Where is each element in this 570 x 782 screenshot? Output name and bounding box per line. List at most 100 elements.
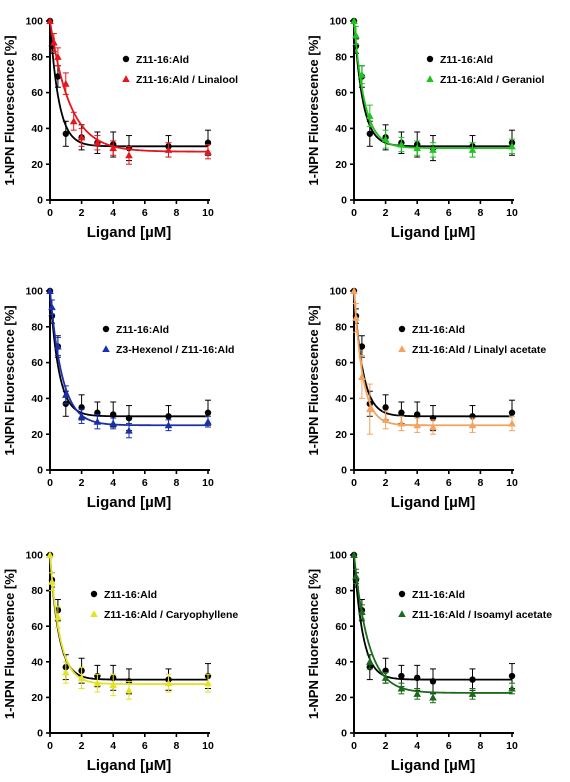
y-tick-label: 20 xyxy=(335,159,347,171)
legend-marker xyxy=(122,55,130,63)
data-point xyxy=(508,409,516,416)
data-point xyxy=(165,413,172,420)
y-tick-label: 0 xyxy=(37,195,43,207)
data-point xyxy=(429,423,437,431)
y-tick-label: 0 xyxy=(37,728,43,740)
y-tick-label: 60 xyxy=(31,87,43,99)
data-point xyxy=(109,419,117,427)
legend-label: Z11-16:Ald / Linalool xyxy=(136,74,238,86)
y-tick-label: 60 xyxy=(335,357,347,369)
chart-panel-4: 0 20 40 60 80 100 0 2 4 6 8 10 Ligand [µM] 1-NPN Fluo… xyxy=(306,286,546,511)
data-point xyxy=(352,572,360,580)
data-point xyxy=(62,668,70,676)
y-tick-label: 40 xyxy=(335,393,347,405)
x-tick-label: 8 xyxy=(477,207,483,219)
series-2 xyxy=(350,287,516,435)
x-tick-label: 10 xyxy=(506,207,518,219)
data-point xyxy=(350,17,358,25)
y-tick-label: 60 xyxy=(31,621,43,633)
legend-marker xyxy=(398,590,406,598)
data-point xyxy=(508,419,516,427)
data-point xyxy=(508,684,516,692)
x-tick-label: 4 xyxy=(414,740,420,752)
legend: Z11-16:Ald Z11-16:Ald / Caryophyllene xyxy=(90,589,238,621)
legend-marker xyxy=(426,75,434,83)
data-point xyxy=(508,142,516,150)
data-point xyxy=(93,417,102,425)
data-point xyxy=(48,577,56,585)
y-tick-label: 80 xyxy=(335,51,347,63)
x-tick-label: 4 xyxy=(110,740,116,752)
series-2 xyxy=(46,287,212,439)
x-tick-label: 2 xyxy=(383,477,389,489)
data-point xyxy=(381,674,390,681)
data-point xyxy=(350,287,358,295)
legend-marker xyxy=(122,75,130,83)
y-tick-label: 0 xyxy=(341,195,347,207)
data-point xyxy=(358,608,366,615)
x-tick-label: 8 xyxy=(477,740,483,752)
chart-panel-6: 0 20 40 60 80 100 0 2 4 6 8 10 Ligand [µM] 1-NPN Fluo… xyxy=(306,550,552,774)
legend-marker xyxy=(102,345,110,353)
data-point xyxy=(468,690,477,697)
legend-marker xyxy=(398,610,406,618)
data-point xyxy=(414,674,421,682)
data-point xyxy=(125,426,133,434)
x-tick-label: 0 xyxy=(47,477,53,489)
y-tick-label: 100 xyxy=(329,550,347,562)
series-2 xyxy=(46,551,212,700)
y-tick-label: 40 xyxy=(31,656,43,668)
series-1 xyxy=(350,287,516,432)
legend: Z11-16:Ald Z11-16:Ald / Isoamyl acetate xyxy=(398,589,552,621)
fit-curve xyxy=(49,20,209,153)
data-point xyxy=(164,679,173,687)
x-tick-label: 6 xyxy=(142,740,148,752)
legend-marker xyxy=(90,610,98,618)
x-tick-label: 8 xyxy=(173,477,179,489)
x-tick-label: 10 xyxy=(506,740,518,752)
x-tick-label: 2 xyxy=(79,207,85,219)
data-point xyxy=(381,416,390,423)
legend-label: Z11-16:Ald xyxy=(412,324,465,336)
x-tick-label: 6 xyxy=(446,477,452,489)
data-point xyxy=(366,130,373,137)
data-point xyxy=(125,686,133,694)
data-point xyxy=(358,343,366,350)
data-point xyxy=(429,146,437,153)
data-point xyxy=(69,117,78,125)
y-axis-label: 1-NPN Fluorescence [%] xyxy=(2,35,17,185)
y-tick-label: 20 xyxy=(31,159,43,171)
x-tick-label: 4 xyxy=(110,477,116,489)
data-point xyxy=(352,314,360,321)
data-point xyxy=(414,411,421,418)
legend-marker xyxy=(102,325,110,333)
data-point xyxy=(62,391,70,398)
data-point xyxy=(358,373,366,380)
x-axis-label: Ligand [µM] xyxy=(391,224,475,241)
data-point xyxy=(54,342,62,350)
x-tick-label: 10 xyxy=(202,477,214,489)
legend-marker xyxy=(90,590,98,598)
legend-label: Z11-16:Ald xyxy=(104,589,157,601)
data-point xyxy=(398,409,405,416)
x-tick-label: 6 xyxy=(446,207,452,219)
data-point xyxy=(397,684,406,692)
series-2 xyxy=(46,17,212,165)
y-tick-label: 40 xyxy=(31,123,43,135)
y-tick-label: 100 xyxy=(25,550,43,562)
x-axis-label: Ligand [µM] xyxy=(87,494,171,511)
y-tick-label: 60 xyxy=(335,621,347,633)
series-1 xyxy=(46,287,212,432)
legend-label: Z11-16:Ald / Linalyl acetate xyxy=(412,344,546,356)
y-tick-label: 80 xyxy=(335,321,347,333)
legend-label: Z11-16:Ald xyxy=(440,54,493,66)
data-point xyxy=(366,658,374,665)
y-axis-label: 1-NPN Fluorescence [%] xyxy=(306,305,321,455)
legend-label: Z3-Hexenol / Z11-16:Ald xyxy=(116,344,234,356)
x-axis-label: Ligand [µM] xyxy=(391,757,475,774)
data-point xyxy=(468,146,477,153)
y-tick-label: 0 xyxy=(341,728,347,740)
legend-label: Z11-16:Ald xyxy=(116,324,169,336)
data-point xyxy=(204,679,212,687)
y-tick-label: 100 xyxy=(329,16,347,28)
